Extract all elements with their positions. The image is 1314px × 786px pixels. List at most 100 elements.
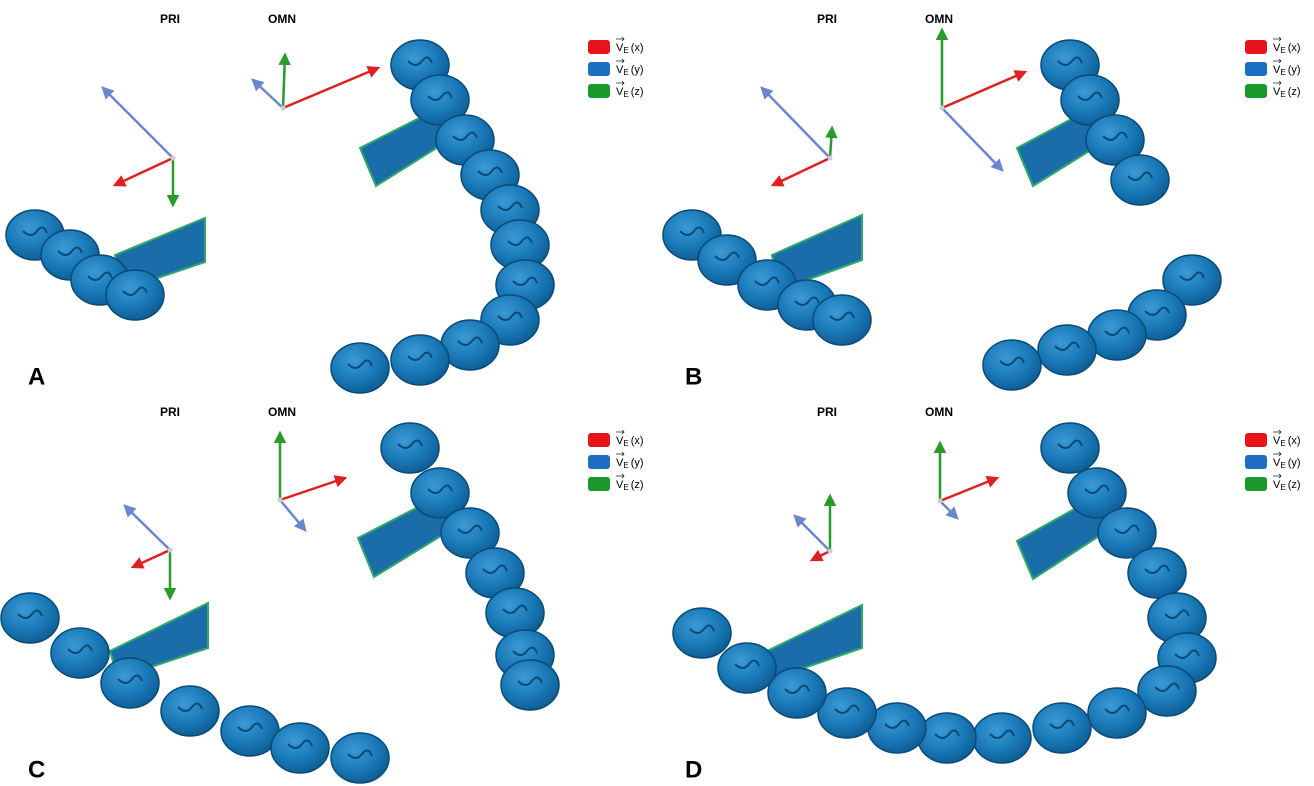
frame-label: OMN bbox=[268, 12, 296, 26]
axis-arrow bbox=[103, 88, 173, 158]
legend-component: (x) bbox=[1288, 435, 1301, 447]
legend-label: VE(y) bbox=[616, 457, 644, 470]
legend-swatch bbox=[588, 477, 610, 491]
tooth bbox=[813, 295, 871, 345]
legend-swatch bbox=[588, 84, 610, 98]
legend-subscript: E bbox=[623, 46, 628, 55]
tooth bbox=[486, 588, 544, 638]
legend-label: VE(z) bbox=[1273, 86, 1301, 99]
axis-arrow bbox=[940, 478, 997, 501]
tooth bbox=[1038, 325, 1096, 375]
panel-letter: D bbox=[685, 756, 702, 783]
tooth bbox=[673, 608, 731, 658]
vector-arrow bbox=[1273, 37, 1281, 41]
legend-label: VE(x) bbox=[616, 42, 644, 55]
vector-arrow bbox=[616, 474, 624, 478]
legend-subscript: E bbox=[1280, 439, 1285, 448]
panel-letter: A bbox=[28, 363, 45, 390]
axis-arrow bbox=[773, 158, 830, 185]
tooth bbox=[1033, 703, 1091, 753]
tooth bbox=[718, 643, 776, 693]
axis-arrow bbox=[253, 80, 283, 108]
tooth bbox=[101, 658, 159, 708]
legend-subscript: E bbox=[1280, 483, 1285, 492]
panel: PRIOMNBVE(x)VE(y)VE(z) bbox=[663, 12, 1301, 390]
legend-component: (y) bbox=[631, 64, 644, 76]
axis-arrow bbox=[133, 550, 170, 567]
legend-label: VE(y) bbox=[616, 64, 644, 77]
axis-arrow bbox=[125, 506, 170, 550]
legend-label: VE(z) bbox=[616, 86, 644, 99]
legend-swatch bbox=[1245, 84, 1267, 98]
axis-origin bbox=[828, 156, 833, 161]
tooth bbox=[973, 713, 1031, 763]
legend-component: (z) bbox=[631, 479, 644, 491]
tooth bbox=[768, 668, 826, 718]
axis-arrow bbox=[942, 108, 1002, 170]
tooth bbox=[381, 423, 439, 473]
axis-arrow bbox=[940, 501, 957, 518]
axis-origin bbox=[281, 106, 286, 111]
legend-subscript: E bbox=[623, 68, 628, 77]
vector-arrow bbox=[616, 81, 624, 85]
frame-label: OMN bbox=[925, 405, 953, 419]
legend-component: (y) bbox=[1288, 64, 1301, 76]
legend-component: (x) bbox=[1288, 42, 1301, 54]
tooth bbox=[331, 733, 389, 783]
axis-origin bbox=[278, 498, 283, 503]
frame-label: PRI bbox=[817, 12, 837, 26]
legend-subscript: E bbox=[1280, 68, 1285, 77]
panel-letter: C bbox=[28, 756, 45, 783]
legend-subscript: E bbox=[1280, 46, 1285, 55]
legend-subscript: E bbox=[623, 461, 628, 470]
legend-swatch bbox=[1245, 40, 1267, 54]
vector-arrow bbox=[616, 430, 624, 434]
frame-label: PRI bbox=[160, 405, 180, 419]
frame-label: OMN bbox=[268, 405, 296, 419]
tooth bbox=[1, 593, 59, 643]
legend-component: (z) bbox=[1288, 86, 1301, 98]
tooth bbox=[918, 713, 976, 763]
legend-component: (x) bbox=[631, 435, 644, 447]
legend-swatch bbox=[588, 433, 610, 447]
legend-swatch bbox=[1245, 62, 1267, 76]
axis-origin bbox=[168, 548, 173, 553]
tooth bbox=[106, 270, 164, 320]
tooth bbox=[501, 660, 559, 710]
axis-arrow bbox=[283, 55, 285, 108]
frame-label: OMN bbox=[925, 12, 953, 26]
vector-arrow bbox=[616, 37, 624, 41]
axis-arrow bbox=[812, 551, 830, 560]
axis-arrow bbox=[942, 72, 1025, 108]
axis-arrow bbox=[280, 500, 305, 530]
tooth bbox=[391, 335, 449, 385]
legend-label: VE(x) bbox=[1273, 435, 1301, 448]
vector-arrow bbox=[1273, 474, 1281, 478]
axis-arrow bbox=[830, 128, 832, 158]
panel: PRIOMNAVE(x)VE(y)VE(z) bbox=[6, 12, 644, 393]
tooth bbox=[1128, 548, 1186, 598]
legend-subscript: E bbox=[1280, 90, 1285, 99]
legend-swatch bbox=[1245, 433, 1267, 447]
legend-label: VE(z) bbox=[1273, 479, 1301, 492]
tooth bbox=[1088, 688, 1146, 738]
legend-component: (z) bbox=[631, 86, 644, 98]
panel-letter: B bbox=[685, 363, 702, 390]
tooth bbox=[161, 686, 219, 736]
tooth bbox=[51, 628, 109, 678]
axis-arrow bbox=[795, 516, 830, 551]
axis-origin bbox=[828, 549, 833, 554]
axis-arrow bbox=[762, 88, 830, 158]
axis-arrow bbox=[115, 158, 173, 185]
axis-arrow bbox=[283, 68, 378, 108]
legend-swatch bbox=[1245, 477, 1267, 491]
tooth bbox=[868, 703, 926, 753]
legend-subscript: E bbox=[623, 483, 628, 492]
tooth bbox=[1041, 423, 1099, 473]
tooth bbox=[818, 688, 876, 738]
tooth bbox=[1138, 666, 1196, 716]
tooth bbox=[1111, 155, 1169, 205]
figure: PRI OMN A VE(x) VE(y) VE(z) PRI OMN B VE(x) VE(y) V… bbox=[0, 0, 1314, 786]
legend-swatch bbox=[588, 455, 610, 469]
